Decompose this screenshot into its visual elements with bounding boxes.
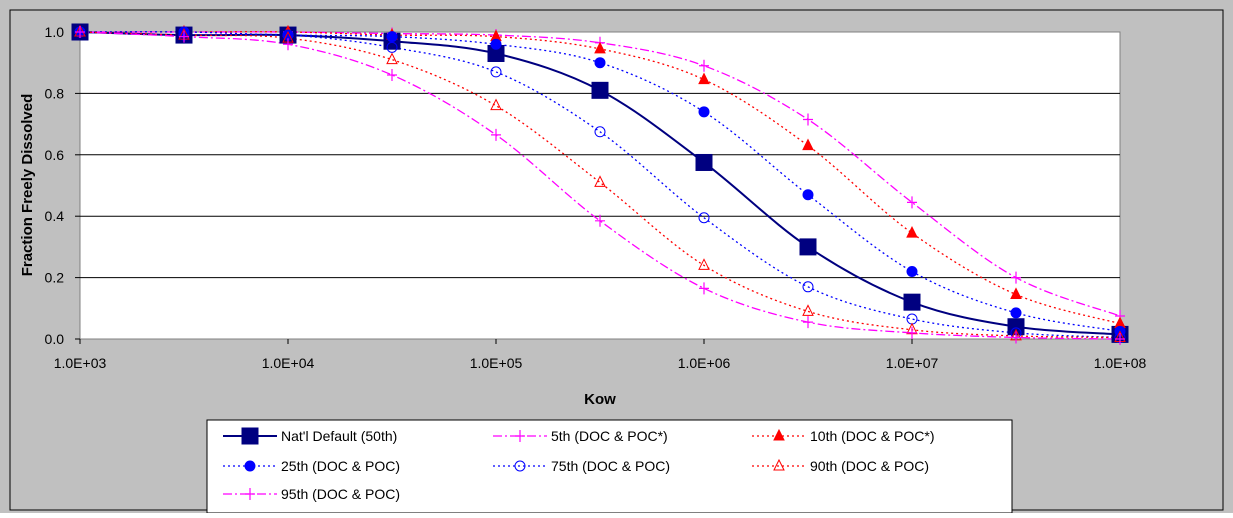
series-line (79, 31, 1121, 317)
y-tick-label: 0.2 (45, 270, 65, 286)
legend: Nat'l Default (50th) 5th (DOC & POC*) 10th… (206, 419, 1013, 514)
data-point-filled-triangle (1010, 287, 1022, 299)
x-tick-label: 1.0E+03 (54, 355, 107, 371)
legend-label: Nat'l Default (50th) (281, 428, 397, 444)
data-point-plus (245, 488, 255, 500)
series-line (79, 31, 1121, 339)
x-tick-label: 1.0E+08 (1094, 355, 1147, 371)
data-point-square (903, 293, 921, 311)
data-point-filled-circle (698, 106, 710, 118)
data-point-open-triangle (490, 98, 502, 111)
data-point-open-triangle (386, 52, 398, 65)
data-point-plus (387, 68, 398, 81)
series-line (79, 31, 1121, 332)
y-tick-label: 1.0 (45, 24, 65, 40)
x-tick-label: 1.0E+07 (886, 355, 939, 371)
data-point-open-triangle (802, 304, 814, 316)
plot-area (79, 31, 1121, 340)
data-point-filled-triangle (906, 225, 918, 238)
data-point-filled-circle (594, 57, 606, 69)
data-point-filled-triangle (594, 41, 606, 54)
y-tick-label: 0.8 (45, 85, 65, 101)
series-markers (71, 23, 1129, 345)
data-point-filled-triangle (773, 428, 785, 441)
data-point-plus (907, 326, 917, 339)
x-axis-ticks: 1.0E+03 1.0E+04 1.0E+05 1.0E+06 1.0E+07 1.0E+… (54, 339, 1147, 371)
y-tick-label: 0.4 (45, 208, 65, 224)
data-point-open-circle (802, 281, 814, 293)
series-line (79, 31, 1121, 340)
data-point-filled-circle (802, 189, 814, 201)
data-point-plus (1011, 331, 1021, 344)
legend-label: 75th (DOC & POC) (551, 458, 670, 474)
data-point-plus (491, 128, 501, 141)
y-tick-label: 0.6 (45, 147, 65, 163)
series-line (79, 31, 1121, 325)
x-tick-label: 1.0E+04 (262, 355, 315, 371)
data-point-square (591, 81, 609, 99)
data-point-plus (283, 38, 293, 51)
x-tick-label: 1.0E+05 (470, 355, 523, 371)
data-point-open-circle (698, 212, 710, 224)
data-point-plus (803, 113, 813, 126)
data-point-plus (75, 26, 85, 38)
data-point-filled-circle (244, 460, 256, 472)
data-point-open-circle (906, 313, 918, 325)
data-point-open-triangle (773, 458, 785, 471)
data-point-plus (595, 214, 605, 227)
data-point-open-circle (490, 66, 502, 78)
data-point-plus (699, 282, 709, 295)
legend-label: 10th (DOC & POC*) (810, 428, 934, 444)
data-point-plus (1115, 333, 1125, 345)
legend-label: 5th (DOC & POC*) (551, 428, 668, 444)
y-tick-label: 0.0 (45, 331, 65, 347)
y-axis-label: Fraction Freely Dissolved (19, 94, 36, 277)
data-point-plus (907, 196, 917, 209)
y-axis-ticks: 0.0 0.2 0.4 0.6 0.8 1.0 (45, 24, 80, 347)
data-point-open-circle (386, 41, 398, 53)
data-point-open-triangle (698, 258, 710, 270)
data-point-open-circle (514, 460, 526, 472)
legend-label: 90th (DOC & POC) (810, 458, 929, 474)
data-point-square (695, 153, 713, 171)
x-axis-label: Kow (584, 391, 616, 408)
data-point-filled-triangle (802, 138, 814, 151)
data-point-filled-circle (490, 38, 502, 50)
data-point-filled-circle (906, 265, 918, 277)
data-point-plus (178, 30, 189, 43)
legend-label: 25th (DOC & POC) (281, 458, 400, 474)
data-point-plus (803, 316, 813, 329)
x-tick-label: 1.0E+06 (678, 355, 731, 371)
data-point-open-triangle (594, 175, 606, 187)
data-point-filled-circle (1010, 307, 1022, 319)
data-point-open-circle (594, 126, 606, 138)
legend-box (206, 419, 1013, 514)
data-point-square (241, 427, 259, 445)
data-point-filled-circle (386, 31, 398, 43)
data-point-plus (1011, 271, 1021, 284)
data-point-square (799, 238, 817, 256)
data-point-plus (515, 430, 525, 442)
data-point-filled-triangle (698, 72, 710, 85)
legend-label: 95th (DOC & POC) (281, 486, 400, 502)
data-point-plus (699, 59, 709, 72)
